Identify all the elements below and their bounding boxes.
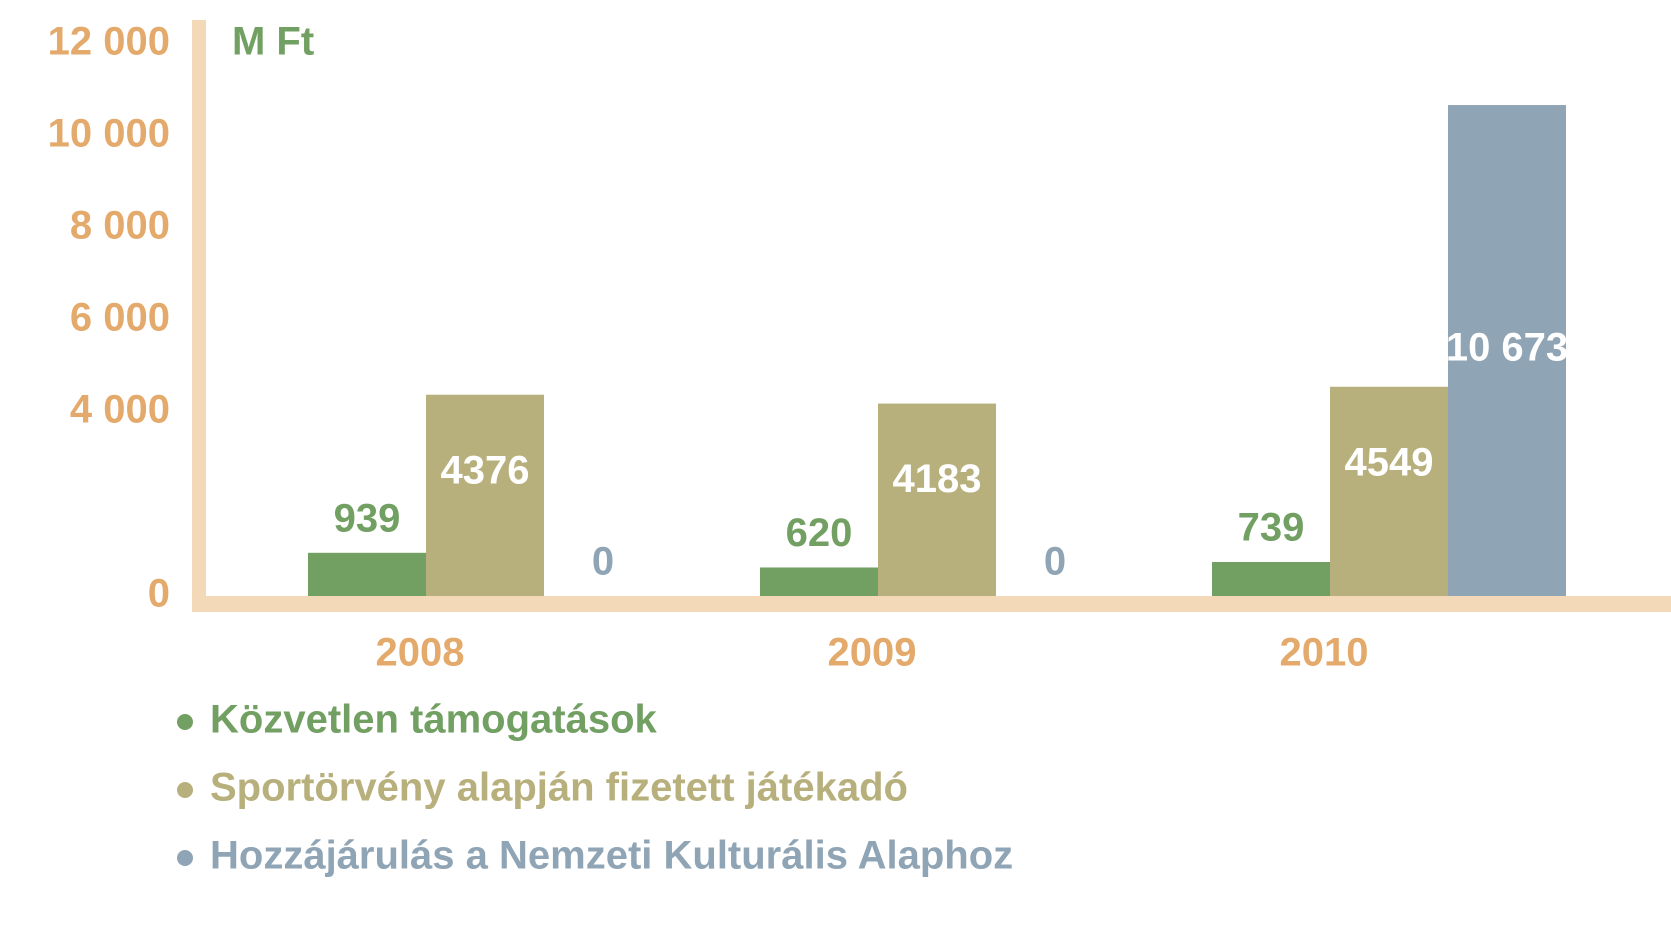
value-label: 10 673 [1446,326,1568,370]
y-tick-label: 12 000 [48,20,170,64]
x-tick-label: 2010 [1280,631,1369,675]
legend-label: Hozzájárulás a Nemzeti Kulturális Alapho… [210,834,1013,878]
x-tick-label: 2009 [828,631,917,675]
y-tick-label: 10 000 [48,112,170,156]
x-axis [192,596,1671,612]
bar [1330,386,1448,596]
y-tick-label: 0 [148,572,170,616]
y-tick-label: 6 000 [70,296,170,340]
bar [878,403,996,596]
unit-label: M Ft [232,20,314,64]
y-tick-label: 8 000 [70,204,170,248]
legend-marker [177,714,193,730]
value-label: 0 [592,540,614,584]
value-label: 4549 [1345,440,1434,484]
value-label: 620 [786,511,853,555]
legend-label: Közvetlen támogatások [210,698,658,742]
bar [1212,562,1330,596]
x-tick-label: 2008 [376,631,465,675]
legend-marker [177,850,193,866]
value-label: 0 [1044,540,1066,584]
legend-marker [177,782,193,798]
value-label: 4376 [441,448,530,492]
value-label: 939 [334,496,401,540]
bar [1448,105,1566,597]
bar [426,394,544,596]
y-axis [192,20,206,612]
bar [760,567,878,596]
legend-label: Sportörvény alapján fizetett játékadó [210,766,908,810]
bar [308,552,426,596]
value-label: 739 [1238,506,1305,550]
y-tick-label: 4 000 [70,388,170,432]
value-label: 4183 [893,457,982,501]
